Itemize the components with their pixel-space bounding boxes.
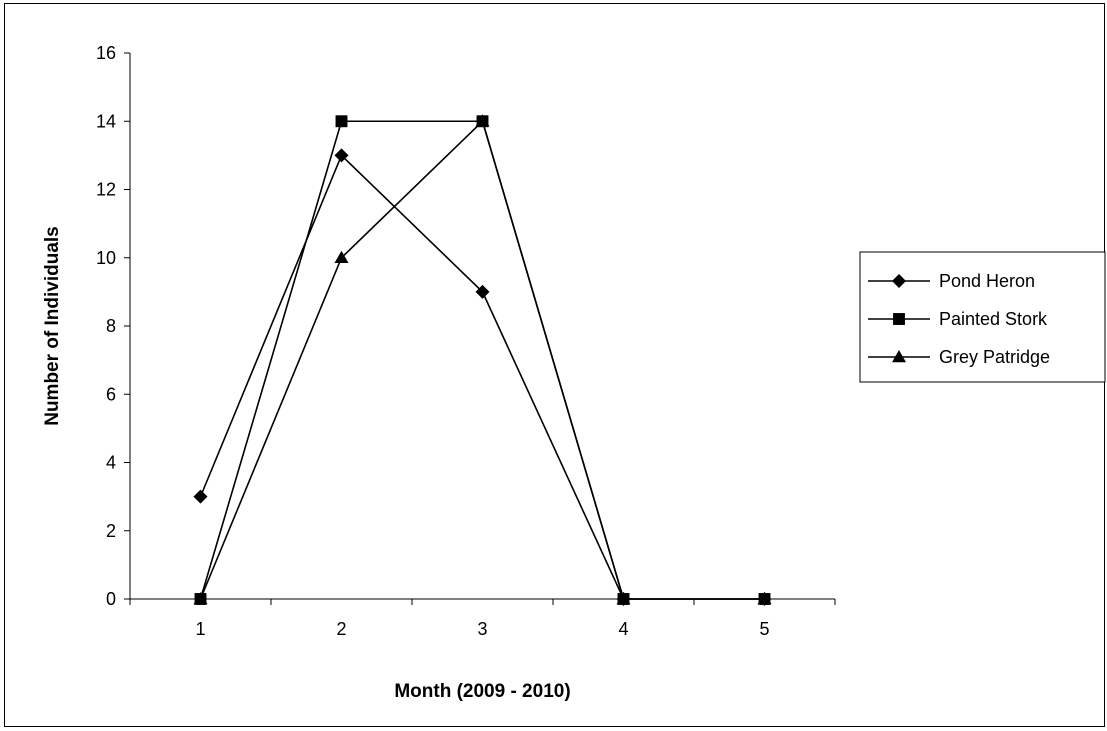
x-axis-title: Month (2009 - 2010) — [394, 681, 570, 702]
legend-marker-painted-stork — [893, 313, 905, 325]
y-tick-label: 2 — [106, 521, 116, 541]
y-tick-label: 10 — [96, 248, 116, 268]
legend-marker-pond-heron — [892, 274, 906, 288]
legend-label: Grey Patridge — [939, 347, 1050, 367]
legend-item-painted-stork: Painted Stork — [868, 309, 1048, 329]
x-tick-label: 3 — [477, 619, 487, 639]
series-group — [193, 114, 772, 606]
y-tick-label: 16 — [96, 43, 116, 63]
y-tick-label: 14 — [96, 111, 116, 131]
legend-label: Painted Stork — [939, 309, 1048, 329]
y-tick-label: 4 — [106, 453, 116, 473]
y-tick-label: 6 — [106, 384, 116, 404]
legend-label: Pond Heron — [939, 271, 1035, 291]
data-point-grey-patridge — [616, 592, 631, 605]
data-point-pond-heron — [475, 284, 490, 299]
data-point-grey-patridge — [757, 592, 772, 605]
legend-item-grey-patridge: Grey Patridge — [868, 347, 1050, 367]
series-grey-patridge — [193, 114, 772, 605]
y-tick-label: 12 — [96, 180, 116, 200]
y-tick-label: 8 — [106, 316, 116, 336]
data-point-painted-stork — [335, 115, 348, 128]
y-ticks: 0 2 4 6 8 10 12 14 16 — [96, 43, 130, 609]
data-point-pond-heron — [334, 148, 349, 163]
x-tick-label: 4 — [618, 619, 628, 639]
data-point-pond-heron — [193, 489, 208, 504]
legend-marker-grey-patridge — [892, 350, 906, 363]
data-point-grey-patridge — [475, 114, 490, 127]
x-tick-label: 1 — [195, 619, 205, 639]
legend: Pond Heron Painted Stork Grey Patridge — [859, 251, 1106, 383]
y-axis-title: Number of Individuals — [42, 226, 63, 426]
x-tick-label: 5 — [759, 619, 769, 639]
data-point-grey-patridge — [193, 592, 208, 605]
y-tick-label: 0 — [106, 589, 116, 609]
x-ticks: 1 2 3 4 5 — [129, 599, 836, 639]
data-point-grey-patridge — [334, 250, 349, 263]
legend-item-pond-heron: Pond Heron — [868, 271, 1035, 291]
x-tick-label: 2 — [336, 619, 346, 639]
